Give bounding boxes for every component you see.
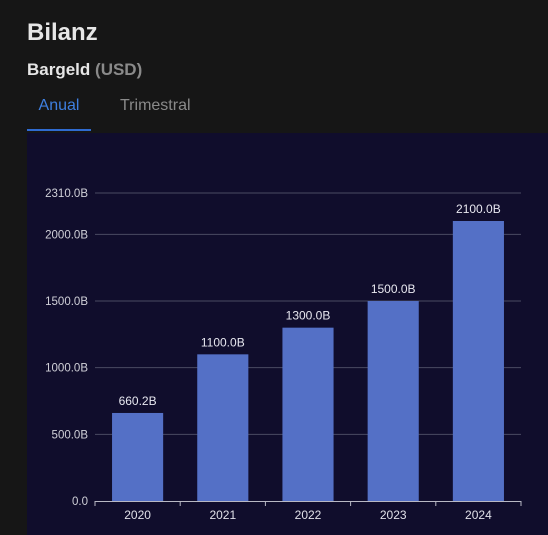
x-tick-label: 2024 [465,508,492,522]
x-tick-label: 2023 [380,508,407,522]
bar-value-label: 1100.0B [201,335,245,349]
bar [367,301,419,501]
tab-annual[interactable]: Anual [27,97,91,131]
bar-value-label: 660.2B [119,394,157,408]
y-tick-label: 0.0 [72,496,88,508]
x-tick-label: 2022 [295,508,322,522]
x-tick-label: 2020 [124,508,151,522]
y-tick-label: 2310.0B [45,188,88,200]
bar [282,327,334,501]
bar [452,221,504,501]
bar-value-label: 1300.0B [286,309,331,323]
y-tick-label: 1500.0B [45,296,88,308]
bar-value-label: 2100.0B [456,202,501,216]
tab-quarterly[interactable]: Trimestral [120,97,191,114]
bar [197,354,249,501]
bar-value-label: 1500.0B [371,282,416,296]
metric-name: Bargeld [27,60,91,79]
bar [112,412,164,501]
currency-unit: (USD) [95,60,143,79]
y-tick-label: 2000.0B [45,229,88,241]
y-tick-label: 1000.0B [45,363,88,375]
page-title: Bilanz [27,19,98,46]
x-tick-label: 2021 [209,508,236,522]
y-tick-label: 500.0B [52,429,89,441]
chart-subtitle: Bargeld (USD) [27,60,142,80]
bar-chart: 0.0 500.0B 1000.0B 1500.0B 2000.0B 2310.0B 660… [45,188,522,522]
chart-panel: 0.0 500.0B 1000.0B 1500.0B 2000.0B 2310.0B 660… [27,133,548,535]
